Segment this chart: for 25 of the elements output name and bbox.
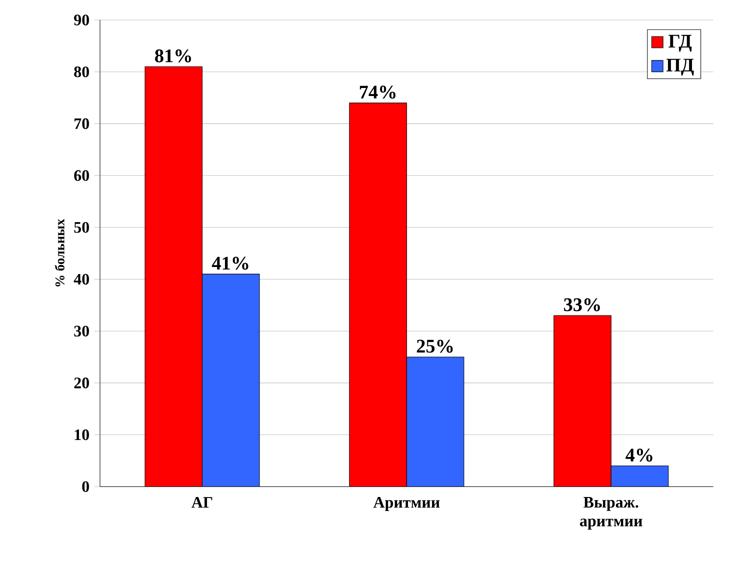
- data-label: 33%: [564, 298, 600, 312]
- y-tick-label: 40: [74, 274, 89, 284]
- data-label: 4%: [626, 448, 652, 462]
- y-tick-label: 90: [74, 14, 89, 26]
- data-label: 25%: [416, 340, 453, 353]
- y-tick-label: 10: [74, 429, 89, 440]
- x-tick-label: Аритмии: [373, 496, 440, 511]
- data-label: 81%: [155, 49, 191, 62]
- data-label: 41%: [212, 256, 248, 270]
- y-tick-label: 80: [74, 66, 89, 78]
- y-tick-label: 20: [74, 377, 89, 388]
- bar: [202, 274, 260, 486]
- bar: [406, 356, 464, 486]
- y-tick-label: 60: [74, 170, 89, 181]
- x-tick-label: АГ: [192, 496, 212, 508]
- y-tick-label: 30: [74, 326, 89, 336]
- y-tick-label: 70: [74, 118, 89, 129]
- legend-label: ПД: [666, 58, 694, 76]
- x-tick-label: Выраж. аритмии: [580, 496, 642, 530]
- y-tick-label: 0: [82, 481, 89, 492]
- data-label: 74%: [360, 86, 396, 99]
- bar: [610, 465, 669, 486]
- y-axis-title: % больных: [54, 218, 64, 286]
- y-tick-label: 50: [74, 222, 89, 233]
- legend-label: ГД: [668, 34, 692, 52]
